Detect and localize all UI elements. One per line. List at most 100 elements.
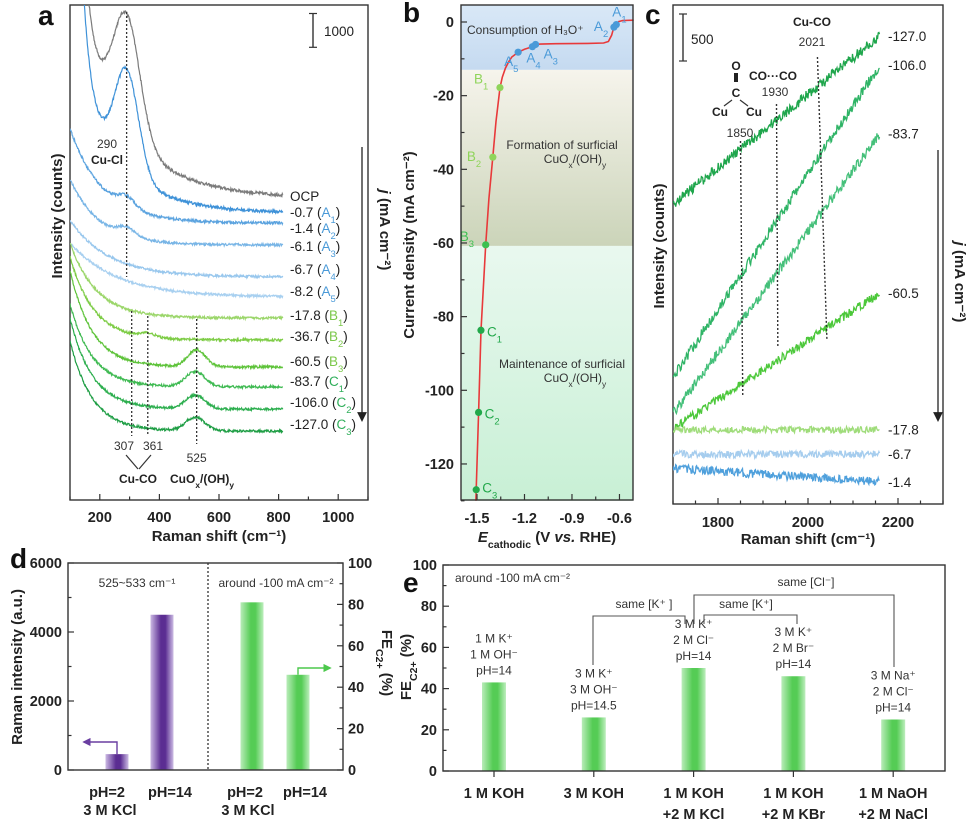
- region-label-formation-species-part: x: [568, 160, 573, 170]
- spectrum-j-106.0: [673, 67, 880, 378]
- panel-c-raman-co-region: 1800 2000 2200 Raman shift (cm⁻¹) Intensity …: [651, 4, 968, 548]
- spectrum-label-c2-part: -106.0 (: [290, 395, 337, 410]
- x-tick-label: -0.6: [607, 511, 632, 527]
- y-tick-label: -100: [425, 383, 454, 399]
- group-note-raman: 525~533 cm⁻¹: [99, 576, 176, 590]
- peak-label-cuox-oh-part: y: [229, 480, 234, 490]
- current-axis-label-part: (mA cm⁻²): [951, 246, 968, 323]
- x-tick-label: -1.2: [512, 511, 537, 527]
- data-point-a5: [514, 48, 522, 56]
- spectrum-label-a2-part: -1.4 (: [290, 221, 322, 236]
- spectrum-label-b1-part: 1: [338, 318, 343, 329]
- spectrum-label-c2-part: ): [352, 395, 357, 410]
- y-tick-label: -120: [425, 457, 454, 473]
- atom-cu: Cu: [712, 105, 728, 119]
- bar-annotation: pH=14.5: [571, 698, 617, 712]
- point-label: B3: [460, 229, 474, 250]
- spectrum-a5: [70, 243, 284, 300]
- y-tick-label: 20: [421, 723, 437, 739]
- current-axis-label: j (mA cm⁻²): [951, 240, 968, 323]
- peak-label-cuox-oh: CuOx/(OH)y: [170, 472, 234, 490]
- left-tick-label: 0: [54, 763, 62, 779]
- x-tick-label: 1800: [702, 515, 734, 531]
- spectrum-a3: [70, 179, 284, 248]
- y-tick-label: 80: [421, 599, 437, 615]
- spectrum-c2: [70, 317, 284, 413]
- category-label: 1 M KOH: [464, 786, 524, 802]
- category-label: pH=14: [283, 785, 327, 801]
- left-tick-label: 6000: [30, 556, 62, 572]
- spectrum-label-c2: -106.0 (C2): [290, 395, 356, 416]
- data-point-c1: [477, 326, 485, 334]
- region-label-maintenance: Maintenance of surficial: [499, 357, 625, 371]
- spectrum-label-a5-part: -8.2 (: [290, 284, 322, 299]
- peak-value-2021: 2021: [799, 35, 826, 49]
- x-axis-label-part: E: [478, 529, 489, 546]
- y-tick-label: 0: [429, 764, 437, 780]
- bracket-label: same [K⁺]: [719, 597, 773, 611]
- right-axis-label-part: FE: [378, 630, 395, 649]
- atom-cu: Cu: [746, 105, 762, 119]
- spectrum-label: -106.0: [888, 58, 926, 73]
- spectrum-label-a3: -6.1 (A3): [290, 239, 340, 260]
- left-tick-label: 4000: [30, 625, 62, 641]
- spectrum-label-a2-part: 2: [331, 231, 336, 242]
- data-point-c3: [472, 486, 480, 494]
- peak-value-1930: 1930: [762, 85, 789, 99]
- comparison-bracket: [703, 614, 798, 624]
- spectrum-label-ocp-part: OCP: [290, 189, 319, 204]
- y-axis-label-part: FE: [398, 681, 415, 700]
- peak-value-290: 290: [97, 137, 117, 151]
- cu-co-bracket-line: [138, 454, 152, 470]
- point-label-part: 3: [492, 490, 497, 501]
- point-label-part: C: [485, 406, 495, 421]
- region-label-maintenance-species-part: CuO: [544, 371, 569, 385]
- bar-annotation: 3 M Na⁺: [871, 669, 916, 683]
- spectrum-label: -17.8: [888, 423, 919, 438]
- spectrum-label-a4-part: A: [322, 262, 331, 277]
- spectrum-label-b2: -36.7 (B2): [290, 329, 348, 350]
- spectrum-j-6.7: [673, 448, 881, 461]
- point-label: C2: [485, 406, 500, 427]
- peak-label-cuox-oh-part: CuO: [170, 472, 195, 486]
- bar-right-2: [240, 602, 264, 770]
- y-axis-label: Current density (mA cm⁻²): [401, 151, 418, 338]
- x-tick-label: 400: [147, 510, 171, 526]
- y-tick-label: -20: [433, 89, 454, 105]
- point-label: C1: [487, 324, 502, 345]
- spectrum-label-a2-part: A: [322, 221, 331, 236]
- bar-annotation: pH=14: [776, 657, 812, 671]
- category-label: 1 M KOH: [763, 786, 823, 802]
- category-label: pH=14: [148, 785, 192, 801]
- current-axis-label: j (mA cm⁻²): [376, 188, 393, 271]
- x-axis-label-part: cathodic: [488, 539, 531, 551]
- spectrum-j-127.0: [673, 31, 881, 207]
- peak-label-cuox-oh-part: /(OH): [200, 472, 229, 486]
- peak-line-1930: [775, 103, 779, 349]
- comparison-bracket: [592, 615, 686, 665]
- spectrum-label-c1: -83.7 (C1): [290, 374, 349, 395]
- spectrum-label-a2-part: ): [336, 221, 341, 236]
- category-label: pH=2: [227, 785, 263, 801]
- right-tick-label: 100: [348, 556, 372, 572]
- spectrum-label-c2-part: C: [337, 395, 347, 410]
- region-label-formation-species-part: CuO: [544, 152, 569, 166]
- panel-label-a: a: [38, 0, 54, 31]
- panel-b-polarization-curve: Consumption of H₃O⁺ Formation of surficia…: [401, 4, 634, 551]
- panel-label-d: d: [10, 543, 27, 574]
- spectrum-label-ocp: OCP: [290, 189, 319, 204]
- category-label: +2 M NaCl: [858, 807, 928, 823]
- panel-e-bar-chart: 1 M K⁺ 1 M OH⁻ pH=14 1 M KOH 3 M K⁺ 3 M OH⁻ pH…: [398, 558, 946, 823]
- peak-line-2021: [816, 56, 828, 340]
- bar-1: [581, 717, 606, 771]
- bracket-label: same [Cl⁻]: [777, 575, 834, 589]
- spectrum-label-b3-part: ): [343, 354, 348, 369]
- point-label-part: 2: [603, 29, 608, 40]
- y-tick-label: 0: [446, 15, 454, 31]
- point-label-part: A: [504, 54, 513, 69]
- spectrum-label-b2-part: -36.7 (: [290, 329, 330, 344]
- point-label-part: C: [487, 324, 497, 339]
- spectrum-label: -83.7: [888, 127, 919, 142]
- y-axis-label-part: (%): [398, 634, 415, 662]
- spectrum-label-a3-part: -6.1 (: [290, 239, 322, 254]
